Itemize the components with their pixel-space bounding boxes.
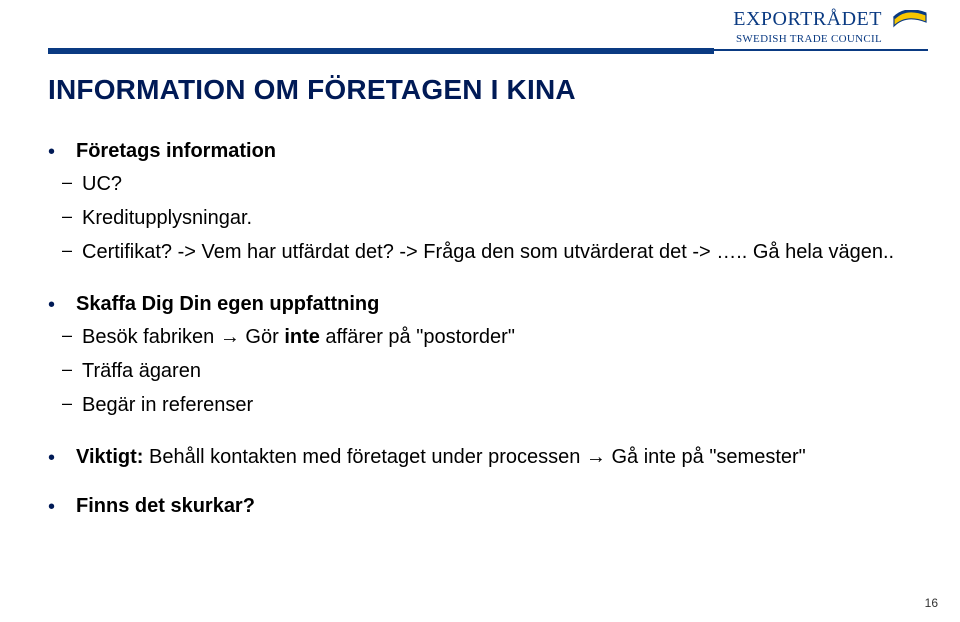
header-rule [48, 48, 714, 54]
bullet-label: Företags information [76, 140, 276, 163]
bullet-item: • Företags information –UC? –Kreditupply… [48, 140, 912, 267]
sub-bullet-text: UC? [82, 169, 122, 199]
dash-icon: – [48, 203, 82, 230]
logo: EXPORTRÅDET SWEDISH TRADE COUNCIL [714, 8, 928, 51]
sub-bullet-text: Kreditupplysningar. [82, 203, 252, 233]
bullet-list: • Företags information –UC? –Kreditupply… [48, 140, 912, 518]
sub-bullet-item: –Begär in referenser [48, 390, 912, 420]
dash-icon: – [48, 237, 82, 264]
sub-bullet-item: –Kreditupplysningar. [48, 203, 912, 233]
sub-bullet-text: Träffa ägaren [82, 356, 201, 386]
dash-icon: – [48, 322, 82, 349]
bullet-item: • Finns det skurkar? [48, 495, 912, 518]
sub-bullet-item: –Träffa ägaren [48, 356, 912, 386]
logo-flag-icon [892, 10, 928, 30]
logo-sub: SWEDISH TRADE COUNCIL [714, 33, 928, 45]
dash-icon: – [48, 169, 82, 196]
dash-icon: – [48, 356, 82, 383]
sub-bullet-text: Certifikat? -> Vem har utfärdat det? -> … [82, 237, 894, 267]
sub-bullet-item: – Besök fabriken → Gör inte affärer på "… [48, 322, 912, 352]
bullet-item: • Skaffa Dig Din egen uppfattning – Besö… [48, 293, 912, 420]
slide-title: INFORMATION OM FÖRETAGEN I KINA [48, 74, 912, 106]
logo-underline [714, 49, 928, 51]
sub-bullet-text: Begär in referenser [82, 390, 253, 420]
bullet-label: Finns det skurkar? [76, 495, 255, 518]
bullet-label: Viktigt: Behåll kontakten med företaget … [76, 446, 806, 469]
arrow-right-icon: → [586, 446, 606, 468]
bullet-dot-icon: • [48, 293, 76, 315]
dash-icon: – [48, 390, 82, 417]
sub-bullet-item: –Certifikat? -> Vem har utfärdat det? ->… [48, 237, 912, 267]
sub-bullet-text: Besök fabriken → Gör inte affärer på "po… [82, 322, 515, 352]
arrow-right-icon: → [220, 326, 240, 348]
bullet-dot-icon: • [48, 446, 76, 468]
bullet-dot-icon: • [48, 140, 76, 162]
bullet-label: Skaffa Dig Din egen uppfattning [76, 293, 379, 316]
logo-main: EXPORTRÅDET [733, 8, 882, 31]
page-number: 16 [925, 596, 938, 610]
sub-bullet-item: –UC? [48, 169, 912, 199]
bullet-item: • Viktigt: Behåll kontakten med företage… [48, 446, 912, 469]
bullet-dot-icon: • [48, 495, 76, 517]
